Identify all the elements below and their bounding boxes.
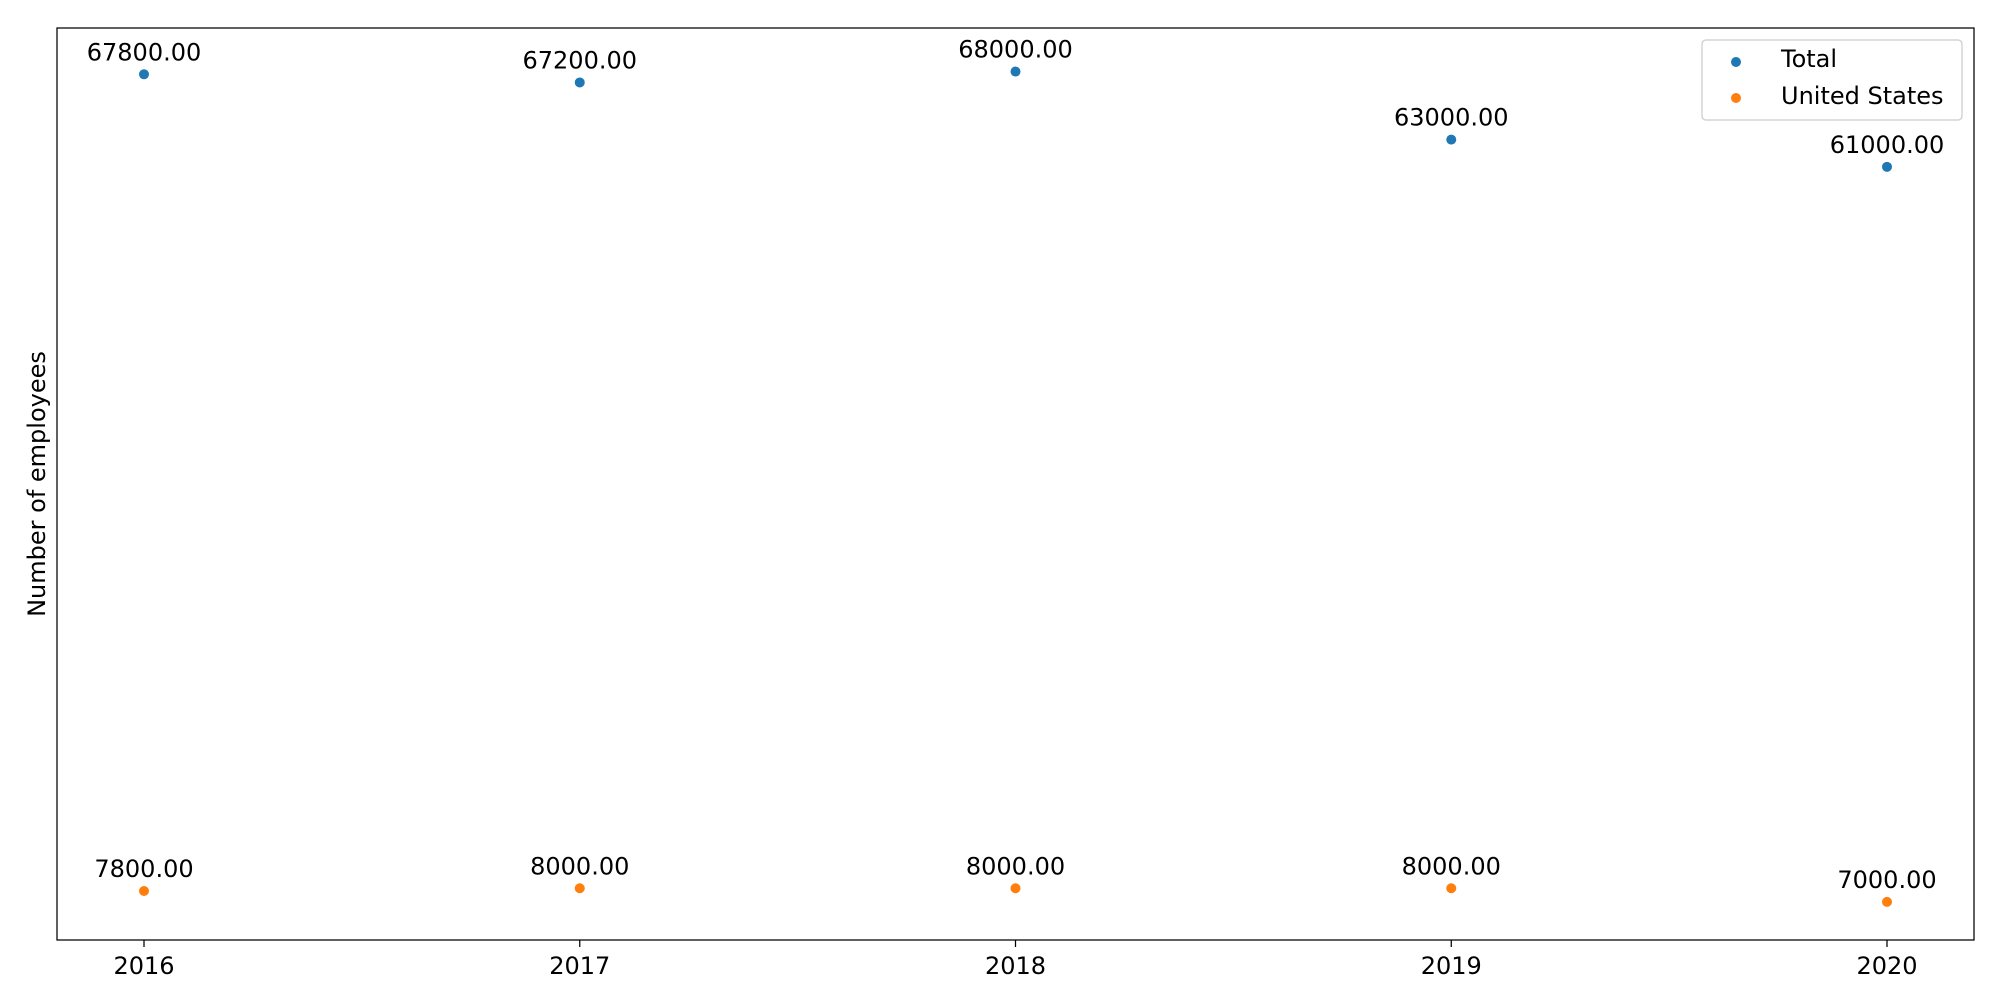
- point-total-2017: [574, 77, 585, 88]
- data-labels: 67800.00 67200.00 68000.00 63000.00 61000.00…: [87, 36, 1945, 894]
- point-united-states-2018: [1010, 883, 1021, 894]
- data-points: [139, 66, 1892, 907]
- point-total-2019: [1446, 134, 1457, 145]
- data-label-total-2018: 68000.00: [958, 36, 1073, 64]
- x-tick-label-2017: 2017: [549, 952, 610, 980]
- point-united-states-2017: [574, 883, 585, 894]
- x-tick-label-2019: 2019: [1421, 952, 1482, 980]
- x-tick-label-2018: 2018: [985, 952, 1046, 980]
- data-label-united-states-2018: 8000.00: [966, 852, 1065, 880]
- data-label-total-2017: 67200.00: [522, 46, 637, 74]
- point-united-states-2019: [1446, 883, 1457, 894]
- data-label-total-2020: 61000.00: [1830, 131, 1945, 159]
- data-label-united-states-2020: 7000.00: [1837, 866, 1936, 894]
- plot-area-frame: [56, 27, 1975, 941]
- legend-marker-united-states: [1731, 93, 1741, 103]
- legend-label-total: Total: [1780, 45, 1837, 73]
- x-axis-ticks: 2016 2017 2018 2019 2020: [113, 940, 1918, 980]
- point-total-2020: [1882, 161, 1892, 172]
- data-label-united-states-2019: 8000.00: [1402, 852, 1501, 880]
- legend: Total United States: [1701, 39, 1963, 121]
- y-axis-label: Number of employees: [23, 351, 51, 617]
- data-label-total-2019: 63000.00: [1394, 104, 1509, 132]
- x-tick-label-2020: 2020: [1856, 952, 1917, 980]
- data-label-united-states-2017: 8000.00: [530, 852, 629, 880]
- point-total-2018: [1010, 66, 1021, 77]
- x-tick-label-2016: 2016: [113, 952, 174, 980]
- point-united-states-2016: [139, 885, 149, 896]
- legend-box: [1701, 39, 1963, 121]
- point-united-states-2020: [1882, 896, 1892, 907]
- legend-label-united-states: United States: [1781, 82, 1944, 110]
- data-label-united-states-2016: 7800.00: [94, 855, 193, 883]
- data-label-total-2016: 67800.00: [87, 38, 202, 66]
- point-total-2016: [139, 69, 149, 80]
- legend-marker-total: [1731, 57, 1741, 67]
